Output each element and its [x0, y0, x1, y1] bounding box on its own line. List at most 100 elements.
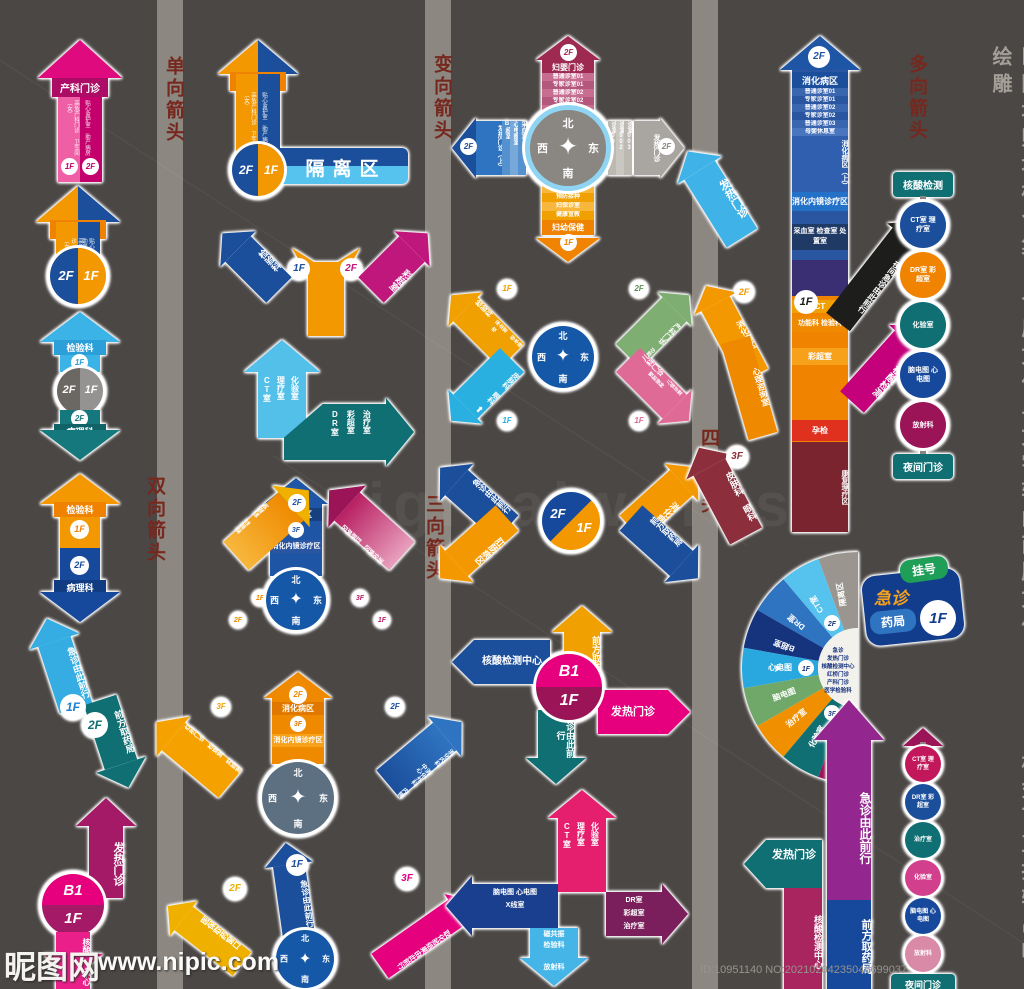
list-item: 普通诊室03 — [792, 120, 848, 128]
arrowhead-left-icon — [744, 840, 766, 888]
arm-label: 发热门诊 — [766, 840, 822, 888]
compass-star-icon: ✦ — [298, 950, 312, 968]
arrowhead-up-icon — [218, 40, 298, 74]
section-label-turn: 变向箭头 — [431, 54, 452, 142]
arm-body — [558, 818, 606, 892]
compass-south: 南 — [301, 975, 309, 984]
branch-psych: 心理咨询室 — [721, 335, 778, 441]
arm-title: 发热门诊（上） — [476, 121, 503, 175]
arm-label: 急诊由此前行 — [827, 740, 872, 908]
floor-label: 2F — [550, 506, 566, 521]
compass-south: 南 — [291, 616, 301, 626]
list-item: 专家诊室01 — [792, 96, 848, 104]
floor-badge: 3F — [396, 868, 418, 890]
fan-arrow-icon: ➤ — [773, 663, 782, 675]
seg-label: 消化内镜诊疗区 — [792, 192, 848, 211]
arm-list: 诊室001 诊室002 诊室003 — [608, 121, 632, 175]
arm-label: 彩超室 — [253, 503, 271, 520]
seg-label: 消化内镜诊疗区 — [272, 734, 324, 747]
room-label: 脑电图 — [493, 889, 515, 896]
arrowhead-up-icon — [76, 798, 136, 826]
sign-c2-x-compass: 检验科 采血室 标本接收 1F 产科门诊 功能科室 2F 皮肤科 眼科 ⬆ 1F… — [434, 272, 706, 442]
arm-label: 脑电图 心电图 X线室 — [472, 886, 558, 912]
site-logo: 昵图网 — [4, 949, 101, 985]
sign-a1-obstetrics-pink: 产科门诊 高危产科门诊 卫生间（女） 贴心监护室 助产病房 1F 2F — [38, 40, 122, 182]
seg-label: 消化内镜诊疗区 — [270, 540, 322, 553]
seg-list: 普通诊室01 专家诊室01 普通诊室02 专家诊室02 普通诊室03 母婴休息室 — [792, 88, 848, 136]
floor-label: 1F — [263, 163, 278, 177]
seg-label: 消化病区（上） — [792, 136, 848, 192]
node-label: 化验室 — [912, 321, 934, 329]
floor-badge: 2F — [71, 410, 88, 427]
chain-foot: 夜间门诊 — [893, 454, 953, 479]
floor-badge: 2F — [386, 698, 404, 716]
floor-badge: 3F — [290, 716, 306, 732]
arm-title: 妇幼保健 — [542, 220, 594, 235]
floor-badge: 2F — [70, 556, 89, 575]
floor-badge: 2F — [808, 46, 830, 68]
arrowhead-up-icon — [548, 790, 616, 818]
arrowhead-right-icon — [662, 884, 688, 944]
list-item: 专家诊室02 — [792, 112, 848, 120]
floor-badge: 1F — [60, 694, 86, 720]
list-item: 诊室003 — [624, 121, 632, 175]
sign-d1-multi-branch: 2F 消化病区 普通诊室01 专家诊室01 普通诊室02 专家诊室02 普通诊室… — [665, 36, 940, 545]
chain-node: DR室 彩超室 — [900, 252, 946, 298]
sign-d5-fever-bend: 发热门诊 核酸检测中心 — [744, 840, 826, 989]
floor-dot — [798, 660, 814, 676]
compass-west: 西 — [268, 793, 278, 804]
fan-wedge — [757, 579, 833, 648]
compass-west: 西 — [537, 352, 547, 363]
floor-badge: 2F — [224, 878, 246, 900]
arrowhead-up-icon — [40, 312, 120, 342]
caption-text: 医院地贴地标合集 含原文件与文字转曲两版文件 ＣＤＲ格式可直接输出喷绘雕 — [989, 46, 1024, 968]
floor-circle: B1 1F — [536, 654, 602, 720]
sign-d6-emergency-up: 急诊由此前行 前方取药局 — [814, 700, 884, 989]
arrowhead-down-icon — [520, 958, 588, 986]
list-item: 心电图室 — [510, 121, 518, 175]
chain-node: 脑电图 心电图 — [905, 898, 941, 934]
compass-rose: 北 南 西 东 ✦ — [266, 570, 326, 630]
arm-label: 治疗室 — [362, 410, 372, 434]
arm-label: 彩超室 — [346, 410, 356, 434]
sign-title: 病理科 — [54, 580, 106, 595]
floor-badge: 1F — [61, 158, 78, 175]
chain-foot: 夜间门诊 — [891, 974, 955, 989]
sign-d4-registration-badge: 挂号 急诊 药局 1F — [860, 554, 966, 648]
arrowhead-down-icon — [43, 954, 103, 978]
node-label: 治疗室 — [913, 837, 932, 843]
seg-label: 消化病区 — [272, 702, 324, 715]
hub-item: 医学检验科 — [824, 686, 852, 694]
arm-title: 检验科 — [473, 298, 494, 319]
compass-north: 北 — [293, 768, 303, 778]
list-item: 普通诊室02 — [542, 89, 594, 97]
arrowhead-up-icon — [38, 40, 122, 78]
floor-badge: 1F — [70, 520, 89, 539]
compass-east: 东 — [312, 595, 322, 606]
chain-node: 放射科 — [905, 936, 941, 972]
list-item: B超室 — [502, 121, 510, 175]
compass-north: 北 — [562, 118, 574, 130]
hub-item: 急诊 — [832, 646, 844, 654]
arm-title: 发热门诊 — [634, 121, 660, 175]
list-item: 采血室 — [518, 121, 526, 175]
section-label-three: 三向箭头 — [423, 494, 444, 582]
floor-badge: 2F — [658, 138, 675, 155]
compass-east: 东 — [322, 954, 330, 964]
floor-badge: 3F — [726, 446, 748, 468]
sign-d7-circle-chain: CT室 理疗室 DR室 彩超室 治疗室 化验室 脑电图 心电图 放射科 夜间门诊 — [888, 728, 958, 989]
sign-a5-s-curve: 急诊由此前行 1F 2F 前方取药局 — [22, 610, 154, 796]
room-label: 放射科 — [543, 964, 565, 971]
floor-label: 1F — [64, 910, 82, 927]
divider-strip — [157, 0, 183, 989]
chain-node: CT室 理疗室 — [900, 202, 946, 248]
seg-label: 孕检 — [792, 420, 848, 441]
y-left-arm: 检验科 — [204, 215, 297, 308]
arm-label: 核酸检测中心 — [784, 888, 823, 989]
hub-item: 产科门诊 — [827, 678, 850, 686]
arrowhead-down-icon — [526, 758, 586, 784]
compass-south: 南 — [562, 168, 574, 180]
arrowhead-down-icon — [40, 430, 120, 460]
floor-label: 2F — [58, 268, 74, 283]
sign-c3-x-floors: 急诊由此前行 消化病区 肛肠病区 前方取药局 2F 1F — [423, 442, 715, 602]
